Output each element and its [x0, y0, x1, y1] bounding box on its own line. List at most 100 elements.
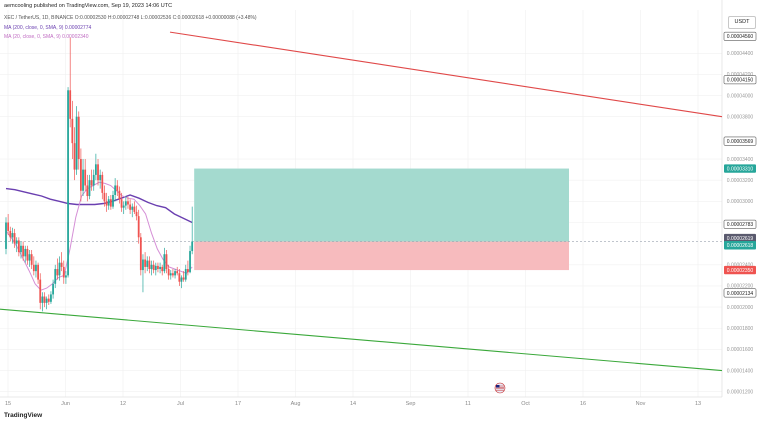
candle-body: [92, 174, 95, 186]
candle-down: [152, 260, 155, 274]
price-tick-label: 0.00001800: [727, 326, 754, 332]
candle-up: [52, 279, 54, 299]
candle-body: [60, 262, 63, 267]
candle-body: [65, 275, 67, 278]
stop-zone: [194, 241, 569, 271]
candle-body: [62, 266, 65, 278]
candle-body: [22, 245, 25, 257]
price-label-text: 0.00002619: [727, 236, 754, 242]
candle-body: [39, 279, 42, 303]
candle-body: [35, 264, 37, 272]
candle-up: [131, 203, 134, 218]
candle-up: [67, 87, 69, 278]
price-label: 0.00004150: [723, 75, 757, 85]
candle-body: [69, 90, 72, 119]
candle-body: [135, 211, 138, 217]
price-tick-label: 0.00003400: [727, 157, 754, 163]
candle-body: [116, 185, 119, 191]
target-zone: [194, 168, 569, 242]
candle-body: [129, 204, 132, 210]
candle-up: [92, 169, 95, 191]
candle-down: [139, 233, 142, 276]
candle-up: [189, 245, 191, 274]
candle-body: [161, 266, 164, 272]
candle-up: [94, 153, 97, 181]
candle-body: [124, 201, 127, 206]
price-label: 0.00004560: [723, 31, 757, 41]
candle-up: [65, 271, 67, 284]
candle-body: [88, 180, 91, 197]
publisher-line: aemcooling published on TradingView.com,…: [4, 3, 173, 9]
candle-body: [90, 180, 93, 186]
candle-body: [43, 296, 46, 303]
candle-body: [11, 233, 14, 238]
candle-down: [56, 258, 59, 280]
candle-body: [80, 159, 82, 191]
candle-body: [15, 240, 18, 244]
candle-body: [187, 269, 189, 273]
candle-body: [112, 194, 114, 207]
price-label-text: 0.00004560: [727, 34, 754, 40]
price-label-box: [723, 31, 757, 41]
flag-canton: [496, 385, 500, 388]
candle-down: [84, 159, 87, 191]
candle-body: [133, 206, 136, 212]
candle-up: [112, 190, 114, 209]
candle-body: [107, 199, 110, 206]
candle-body: [131, 206, 134, 210]
candle-body: [32, 264, 35, 272]
price-tick-label: 0.00001400: [727, 368, 754, 374]
candle-up: [24, 245, 27, 263]
candle-down: [127, 197, 129, 209]
price-label-box: [723, 288, 757, 298]
candle-down: [77, 111, 80, 170]
price-tick-label: 0.00001600: [727, 347, 754, 353]
candle-down: [116, 180, 119, 197]
candle-down: [86, 174, 89, 202]
candle-body: [97, 164, 99, 181]
candle-down: [176, 266, 179, 276]
candle-body: [182, 277, 185, 280]
candle-body: [37, 264, 39, 280]
candle-body: [99, 174, 102, 181]
candle-body: [73, 143, 76, 170]
price-labels: 0.00004560 0.00004150 0.00003569 0.00003310…: [723, 31, 757, 298]
candle-body: [24, 248, 27, 257]
time-tick-label: 17: [235, 401, 241, 407]
candle-up: [50, 291, 52, 304]
candle-body: [127, 201, 129, 205]
candle-body: [154, 265, 157, 271]
candle-down: [161, 264, 164, 276]
candle-body: [178, 273, 181, 282]
candle-body: [67, 90, 69, 276]
candle-body: [84, 169, 87, 186]
candle-up: [114, 178, 117, 202]
time-tick-label: Jun: [61, 401, 70, 407]
candle-body: [56, 269, 59, 276]
candle-body: [7, 222, 10, 231]
candle-body: [176, 271, 179, 274]
candle-up: [75, 106, 78, 175]
candle-body: [167, 269, 170, 276]
candle-body: [157, 265, 159, 270]
candle-up: [58, 256, 61, 281]
candle-down: [90, 169, 93, 191]
candle-body: [5, 222, 7, 249]
candle-up: [45, 296, 48, 310]
ma200-legend: MA (200, close, 0, SMA, 9) 0.00002774: [4, 25, 92, 31]
currency-selector[interactable]: USDT: [728, 16, 756, 29]
price-tick-label: 0.00003200: [727, 178, 754, 184]
time-tick-label: Sep: [406, 401, 416, 407]
candle-up: [146, 256, 149, 272]
price-label: 0.00002134: [723, 288, 757, 298]
price-label: 0.00002619: [724, 233, 756, 243]
event-flag-icon: [494, 382, 506, 394]
time-tick-label: 13: [695, 401, 701, 407]
candle-body: [86, 185, 89, 197]
price-tick-label: 0.00004000: [727, 93, 754, 99]
price-label-text: 0.00002783: [727, 222, 754, 228]
time-tick-label: 16: [580, 401, 586, 407]
price-label-box: [723, 75, 757, 85]
candle-body: [13, 233, 16, 244]
